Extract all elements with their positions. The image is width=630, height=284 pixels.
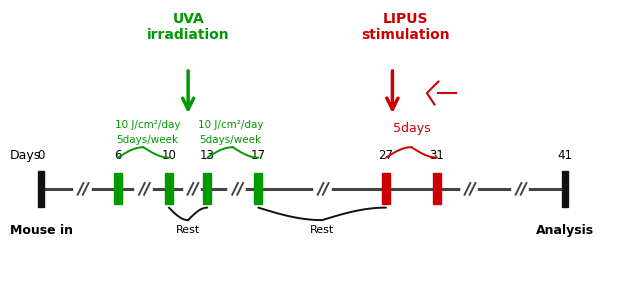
Text: 5days: 5days [392,122,430,135]
Bar [38,171,45,206]
Text: 5days/week: 5days/week [199,135,261,145]
Bar [382,173,390,204]
Text: irradiation: irradiation [147,28,229,43]
Text: UVA: UVA [172,12,204,26]
Text: Rest: Rest [176,225,200,235]
Text: LIPUS: LIPUS [382,12,428,26]
Bar [254,173,263,204]
Text: Rest: Rest [310,225,335,235]
Text: Analysis: Analysis [536,224,594,237]
Text: 31: 31 [430,149,445,162]
Text: Mouse in: Mouse in [10,224,73,237]
Bar [114,173,122,204]
Bar [561,171,568,206]
Text: 41: 41 [558,149,572,162]
Text: 27: 27 [379,149,394,162]
Text: 13: 13 [200,149,215,162]
Bar [165,173,173,204]
Text: 17: 17 [251,149,266,162]
Text: 10: 10 [161,149,176,162]
Text: 10 J/cm²/day: 10 J/cm²/day [198,120,263,130]
Bar [433,173,441,204]
Text: stimulation: stimulation [361,28,449,43]
Text: 0: 0 [38,149,45,162]
Text: Days: Days [9,149,40,162]
Text: 10 J/cm²/day: 10 J/cm²/day [115,120,180,130]
Text: 6: 6 [114,149,122,162]
Bar [203,173,212,204]
Text: 5days/week: 5days/week [116,135,178,145]
